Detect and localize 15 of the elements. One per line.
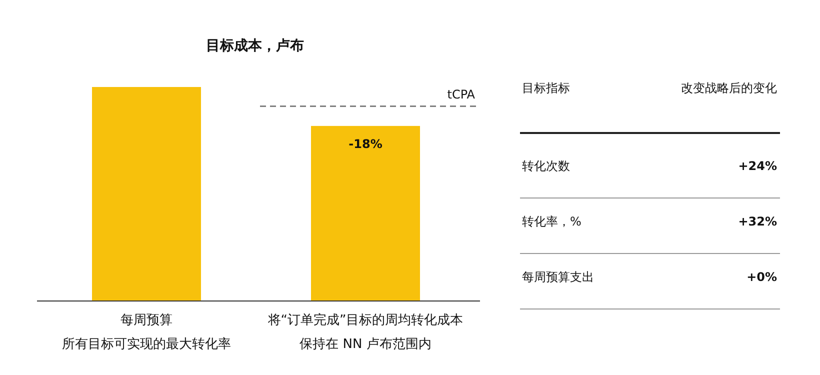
text: 目标指标: [522, 81, 570, 95]
text: 改变战略后的变化: [681, 81, 777, 95]
text: 所有目标可实现的最大转化率: [62, 336, 231, 352]
ref-line-label: tCPA: [447, 87, 476, 102]
category-label: 转化率，%: [522, 214, 582, 228]
x-tick-label: 每周预算: [120, 313, 172, 328]
x-tick-label: 将“订单完成”目标的周均转化成本: [266, 312, 464, 328]
text: +0%: [746, 270, 777, 284]
annotation: -18%: [348, 136, 382, 151]
chart-title: 目标成本，卢布: [206, 38, 304, 54]
category-label: 每周预算支出: [522, 270, 594, 284]
text: +24%: [738, 159, 777, 173]
text: +32%: [738, 214, 777, 228]
text: 保持在 NN 卢布范围内: [300, 337, 432, 352]
category-label: 转化次数: [522, 159, 570, 173]
